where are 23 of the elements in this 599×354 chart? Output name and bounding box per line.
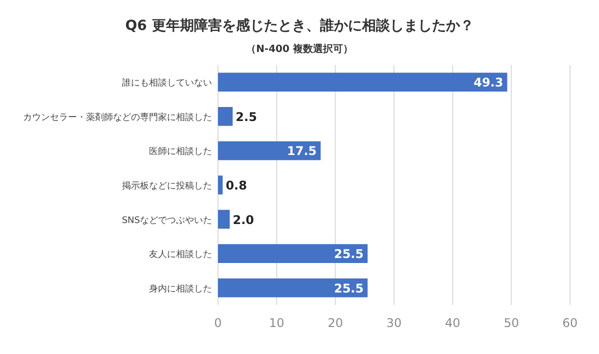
xtick: 50 (504, 316, 519, 330)
xtick: 40 (445, 316, 460, 330)
title: Q6 更年期障害を感じたとき、誰かに相談しましたか？ (125, 18, 474, 34)
subtitle: （N-400 複数選択可） (246, 44, 353, 55)
xtick: 60 (562, 316, 578, 330)
category: 掲示板などに投稿した (122, 182, 212, 192)
xtick: 20 (328, 316, 343, 330)
category: 身内に相談した (149, 284, 212, 294)
xtick: 0 (214, 316, 222, 330)
data-label: 25.5 (334, 281, 364, 296)
data-label: 49.3 (474, 76, 504, 90)
category: 友人に相談した (149, 250, 212, 260)
xtick: 10 (269, 316, 284, 330)
category: SNSなどでつぶやいた (122, 216, 212, 226)
category: カウンセラー・薬剤師などの専門家に相談した (23, 112, 212, 123)
category: 医師に相談した (149, 147, 212, 158)
data-label: 2.0 (232, 212, 254, 227)
data-label: 17.5 (287, 144, 317, 158)
data-label: 2.5 (236, 110, 257, 124)
data-label: 0.8 (226, 178, 247, 192)
xtick: 30 (386, 316, 402, 330)
category: 誰にも相談していない (122, 78, 212, 89)
data-label: 25.5 (334, 247, 364, 262)
